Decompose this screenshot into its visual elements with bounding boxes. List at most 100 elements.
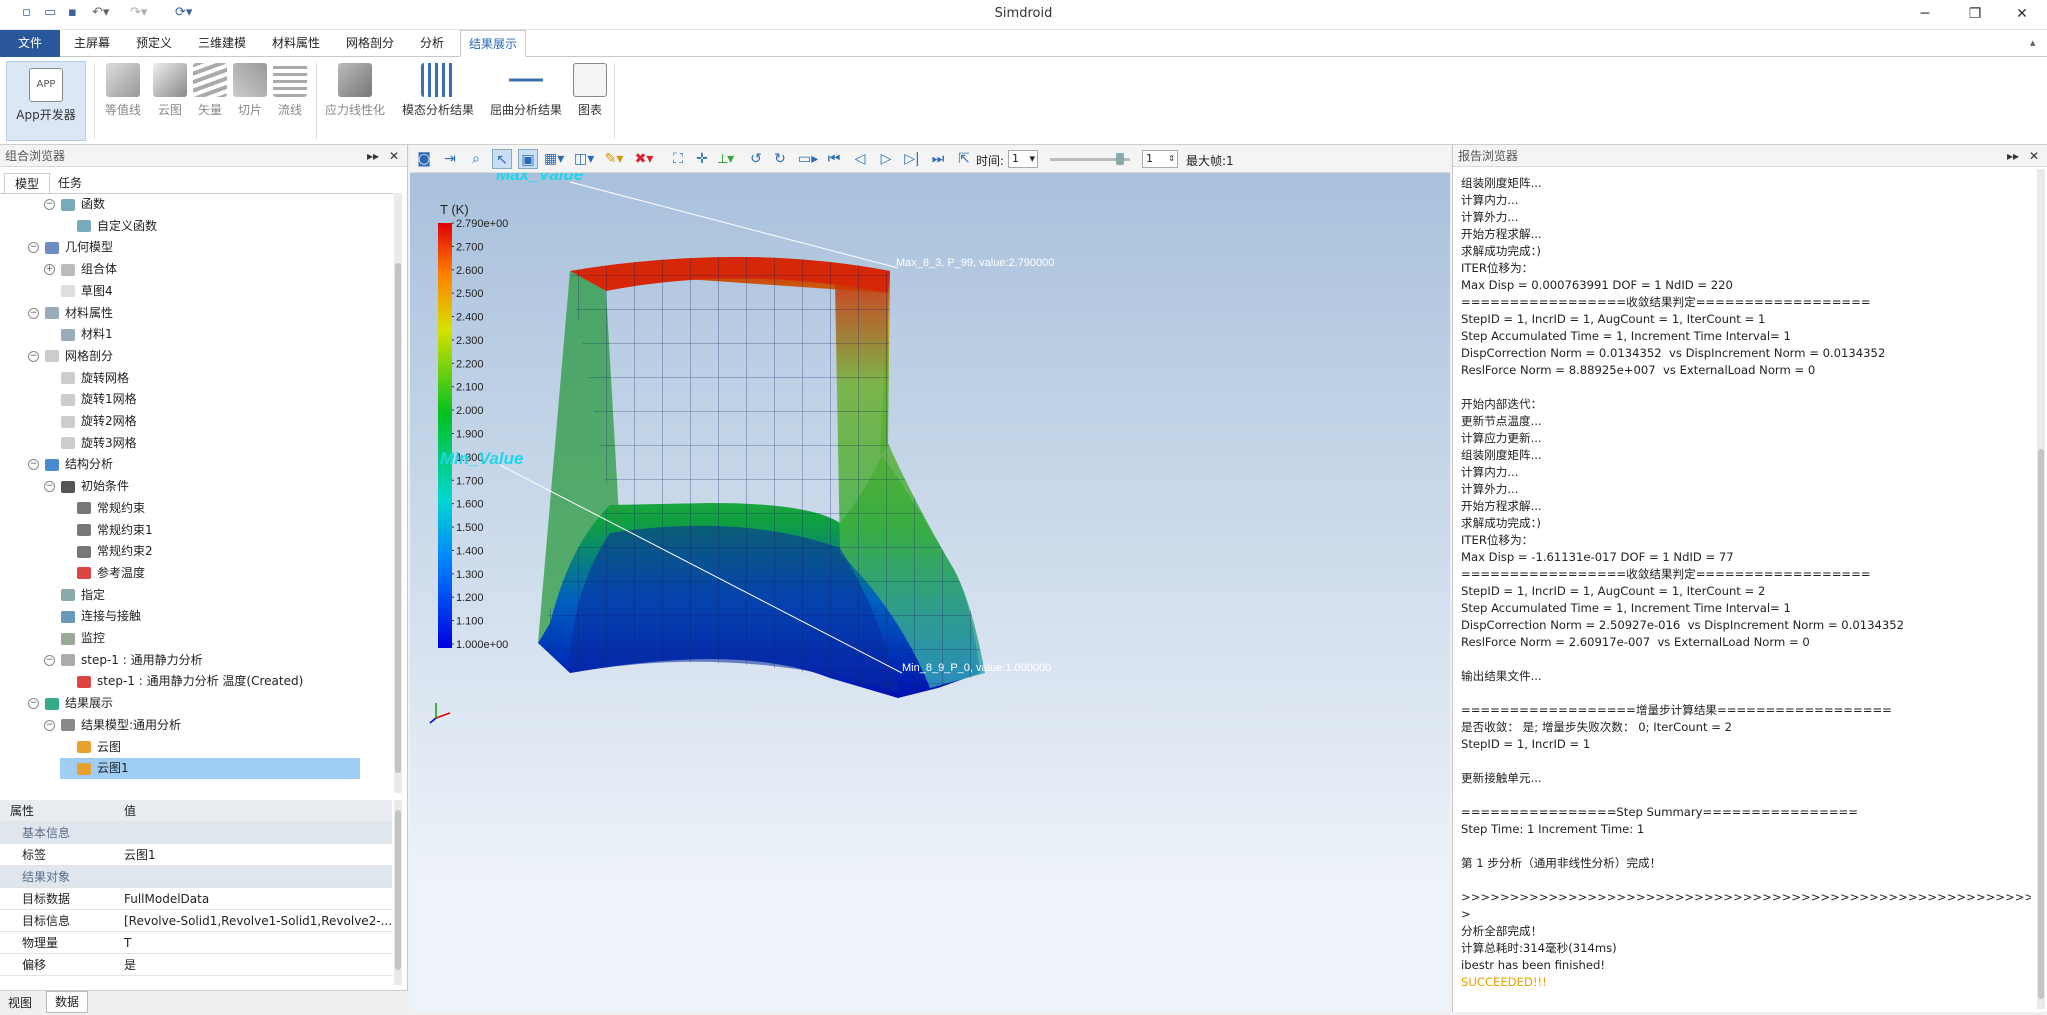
tab-home[interactable]: 主屏幕 xyxy=(74,36,111,50)
chart-button[interactable]: 图表 xyxy=(572,63,608,118)
tree-item[interactable]: 常规约束1 xyxy=(60,520,153,541)
tab-results[interactable]: 结果展示 xyxy=(460,30,527,57)
expand-toggle-icon[interactable]: − xyxy=(44,719,55,731)
frame-stepper[interactable]: 1 ⇕ xyxy=(1142,150,1178,168)
tree-item[interactable]: − step-1 : 通用静力分析 xyxy=(44,650,203,671)
report-scrollbar[interactable] xyxy=(2037,169,2045,1009)
tab-analysis[interactable]: 分析 xyxy=(420,36,445,50)
property-group-basic[interactable]: 基本信息 xyxy=(0,822,392,844)
zoom-icon[interactable]: ⌕ xyxy=(472,151,480,167)
expand-toggle-icon[interactable]: − xyxy=(28,459,39,471)
tab-view[interactable]: 视图 xyxy=(8,996,33,1010)
rotate-right-icon[interactable]: ↻ xyxy=(774,151,786,167)
expand-toggle-icon[interactable]: − xyxy=(28,242,39,254)
tree-item[interactable]: 参考温度 xyxy=(60,563,145,584)
box-select-icon[interactable]: ▣ xyxy=(518,149,538,169)
select-icon[interactable]: ↖ xyxy=(492,149,512,169)
property-row[interactable]: 偏移 是 xyxy=(0,954,392,976)
tab-data[interactable]: 数据 xyxy=(46,991,89,1013)
center-icon[interactable]: ✛ xyxy=(696,151,708,167)
vector-button[interactable]: 矢量 xyxy=(190,63,230,118)
tree-item[interactable]: − 网格剖分 xyxy=(28,346,113,367)
render-canvas[interactable]: T (K) 2.790e+00 2.700 2.600 2.500 2.400 2.300… xyxy=(410,165,1450,1012)
redo-icon[interactable]: ↷▾ xyxy=(130,5,148,20)
tree-item[interactable]: − 几何模型 xyxy=(28,237,113,258)
collapse-ribbon-icon[interactable]: ▴ xyxy=(2030,36,2036,49)
tree-scrollbar[interactable] xyxy=(394,193,402,793)
shading-icon[interactable]: ◫▾ xyxy=(574,151,595,167)
tree-item[interactable]: − 材料属性 xyxy=(28,303,113,324)
tree-item[interactable]: 云图1 xyxy=(60,758,360,780)
restore-button[interactable]: ❐ xyxy=(1968,6,1982,22)
expand-toggle-icon[interactable]: − xyxy=(44,481,55,493)
expand-toggle-icon[interactable]: − xyxy=(28,698,39,710)
clear-icon[interactable]: ✖▾ xyxy=(634,151,654,167)
prev-frame-icon[interactable]: ◁ xyxy=(854,151,866,167)
tree-item[interactable]: − 结果模型:通用分析 xyxy=(44,715,181,736)
tab-task[interactable]: 任务 xyxy=(58,176,83,190)
tree-item[interactable]: 常规约束 xyxy=(60,498,145,519)
tab-model[interactable]: 模型 xyxy=(4,173,51,193)
record-icon[interactable]: ▭▸ xyxy=(798,151,819,167)
tab-material[interactable]: 材料属性 xyxy=(272,36,321,50)
expand-toggle-icon[interactable]: − xyxy=(28,307,39,319)
undo-icon[interactable]: ↶▾ xyxy=(92,5,110,20)
time-select[interactable]: 1 ▾ xyxy=(1008,150,1038,168)
tree-item[interactable]: − 结果展示 xyxy=(28,693,113,714)
close-button[interactable]: ✕ xyxy=(2016,6,2028,22)
property-row[interactable]: 标签 云图1 xyxy=(0,844,392,866)
pin-icon[interactable]: ▸▸ xyxy=(366,149,379,163)
tree-item[interactable]: 连接与接触 xyxy=(44,606,141,627)
tree-item[interactable]: 旋转2网格 xyxy=(44,411,137,432)
export-frame-icon[interactable]: ⇱ xyxy=(958,151,970,167)
tree-item[interactable]: 云图 xyxy=(60,737,121,758)
modal-result-button[interactable]: 模态分析结果 xyxy=(398,63,478,118)
slice-button[interactable]: 切片 xyxy=(230,63,270,118)
tree-item[interactable]: 旋转网格 xyxy=(44,368,129,389)
cloud-map-button[interactable]: 云图 xyxy=(150,63,190,118)
tab-file[interactable]: 文件 xyxy=(0,30,60,57)
tree-item[interactable]: − 结构分析 xyxy=(28,454,113,475)
property-row[interactable]: 目标数据 FullModelData xyxy=(0,888,392,910)
stress-linearize-button[interactable]: 应力线性化 xyxy=(322,63,388,118)
tree-item[interactable]: 草图4 xyxy=(44,281,113,302)
minimize-button[interactable]: ─ xyxy=(1920,6,1930,22)
save-icon[interactable]: ▪ xyxy=(68,5,77,20)
fit-view-icon[interactable]: ⛶ xyxy=(673,151,683,167)
tab-mesh[interactable]: 网格剖分 xyxy=(346,36,395,50)
tree-item[interactable]: 监控 xyxy=(44,628,105,649)
tree-item[interactable]: 旋转1网格 xyxy=(44,389,137,410)
streamline-button[interactable]: 流线 xyxy=(270,63,310,118)
tree-item[interactable]: 旋转3网格 xyxy=(44,433,137,454)
export-icon[interactable]: ⇥ xyxy=(444,151,456,167)
tree-item[interactable]: 材料1 xyxy=(44,324,113,345)
tree-item[interactable]: step-1 : 通用静力分析 温度(Created) xyxy=(60,671,303,692)
tab-3d-modeling[interactable]: 三维建模 xyxy=(198,36,247,50)
tree-item[interactable]: 指定 xyxy=(44,585,105,606)
close-icon[interactable]: ✕ xyxy=(388,149,399,163)
slider-thumb[interactable] xyxy=(1116,153,1124,165)
frame-slider[interactable] xyxy=(1050,153,1130,165)
brush-icon[interactable]: ✎▾ xyxy=(604,151,624,167)
pin-icon[interactable]: ▸▸ xyxy=(2006,149,2019,163)
expand-toggle-icon[interactable]: − xyxy=(44,654,55,666)
tree-item[interactable]: 常规约束2 xyxy=(60,541,153,562)
first-frame-icon[interactable]: ⏮ xyxy=(827,151,841,167)
open-icon[interactable]: ▭ xyxy=(44,5,57,20)
expand-toggle-icon[interactable]: + xyxy=(44,264,55,276)
tree-item[interactable]: + 组合体 xyxy=(44,259,117,280)
axis-icon[interactable]: ⟂▾ xyxy=(717,151,735,167)
tree-item[interactable]: 自定义函数 xyxy=(60,216,157,237)
play-icon[interactable]: ▷ xyxy=(880,151,892,167)
display-mode-icon[interactable]: ▦▾ xyxy=(544,151,565,167)
tree-item[interactable]: − 初始条件 xyxy=(44,476,129,497)
property-scrollbar[interactable] xyxy=(394,800,402,985)
rotate-left-icon[interactable]: ↺ xyxy=(750,151,762,167)
property-row[interactable]: 物理量 T xyxy=(0,932,392,954)
expand-toggle-icon[interactable]: − xyxy=(28,350,39,362)
tab-predefine[interactable]: 预定义 xyxy=(136,36,173,50)
app-dev-button[interactable]: APP App开发器 xyxy=(6,61,86,141)
screenshot-icon[interactable]: ◙ xyxy=(417,151,431,167)
expand-toggle-icon[interactable]: − xyxy=(44,199,55,210)
contour-line-button[interactable]: 等值线 xyxy=(100,63,146,118)
